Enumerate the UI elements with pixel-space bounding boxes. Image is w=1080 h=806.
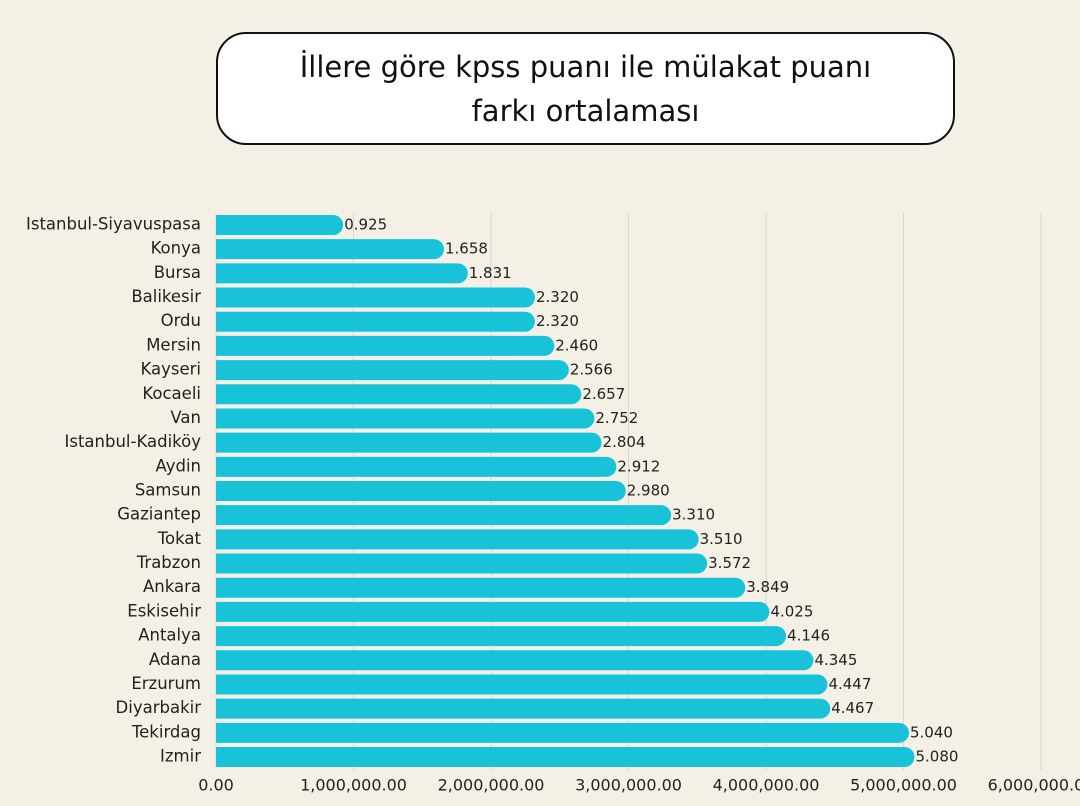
y-tick-label: Kayseri	[140, 360, 201, 379]
x-tick-label: 2,000,000.00	[438, 776, 545, 795]
data-label: 2.320	[536, 288, 579, 306]
y-tick-label: Gaziantep	[117, 505, 201, 524]
bar	[216, 456, 617, 477]
data-label: 2.912	[617, 457, 660, 475]
y-tick-label: Trabzon	[136, 553, 201, 572]
bar	[216, 239, 444, 260]
data-label: 3.510	[700, 530, 743, 548]
bar	[216, 263, 468, 284]
data-label: 2.804	[603, 433, 646, 451]
bar	[216, 577, 746, 598]
y-tick-label: Istanbul-Siyavuspasa	[26, 215, 201, 234]
y-tick-label: Konya	[151, 239, 201, 258]
data-label: 4.025	[770, 602, 813, 620]
bar	[216, 722, 909, 743]
y-tick-label: Eskisehir	[127, 601, 201, 620]
bar	[216, 481, 626, 502]
bar	[216, 626, 787, 647]
y-tick-label: Mersin	[146, 335, 201, 354]
y-tick-label: Adana	[149, 650, 201, 669]
data-label: 2.566	[570, 361, 613, 379]
data-label: 4.146	[787, 627, 830, 645]
y-tick-label: Antalya	[138, 626, 201, 645]
data-label: 5.040	[910, 723, 953, 741]
bar	[216, 505, 672, 526]
y-tick-label: Kocaeli	[142, 384, 201, 403]
bar	[216, 650, 814, 671]
chart-title: İllere göre kpss puanı ile mülakat puanı…	[299, 49, 872, 128]
y-tick-label: Ankara	[143, 577, 201, 596]
bar	[216, 674, 828, 695]
data-label: 4.447	[828, 675, 871, 693]
data-label: 2.320	[536, 312, 579, 330]
x-tick-label: 4,000,000.00	[713, 776, 820, 795]
y-tick-label: Erzurum	[131, 674, 201, 693]
title-box: İllere göre kpss puanı ile mülakat puanı…	[216, 32, 955, 145]
y-tick-label: Istanbul-Kadiköy	[65, 432, 202, 451]
data-label: 2.657	[582, 385, 625, 403]
y-tick-label: Balikesir	[131, 287, 201, 306]
x-tick-label: 3,000,000.00	[575, 776, 682, 795]
data-label: 4.345	[814, 651, 857, 669]
bar	[216, 360, 569, 381]
bar	[216, 408, 595, 429]
bar	[216, 553, 708, 574]
data-label: 2.460	[555, 336, 598, 354]
bar	[216, 311, 535, 332]
bar	[216, 529, 699, 550]
x-tick-label: 5,000,000.00	[850, 776, 957, 795]
data-label: 1.831	[469, 264, 512, 282]
bar	[216, 698, 831, 719]
bar	[216, 601, 770, 622]
y-tick-label: Tekirdag	[131, 722, 201, 741]
data-label: 0.925	[344, 216, 387, 234]
y-tick-label: Izmir	[160, 747, 201, 766]
y-tick-label: Diyarbakir	[116, 698, 202, 717]
y-tick-label: Ordu	[161, 311, 201, 330]
bar	[216, 215, 344, 235]
y-tick-label: Aydin	[156, 456, 201, 475]
bar	[216, 432, 602, 453]
data-label: 3.572	[708, 554, 751, 572]
bar	[216, 335, 555, 356]
data-label: 5.080	[916, 748, 959, 766]
data-label: 1.658	[445, 240, 488, 258]
y-tick-label: Samsun	[135, 481, 201, 500]
y-tick-label: Bursa	[154, 263, 201, 282]
bar	[216, 287, 535, 308]
data-label: 3.849	[746, 578, 789, 596]
x-tick-label: 0.00	[198, 776, 234, 795]
data-label: 2.980	[627, 482, 670, 500]
y-tick-label: Tokat	[157, 529, 202, 548]
x-tick-label: 1,000,000.00	[300, 776, 407, 795]
bar	[216, 384, 582, 405]
y-tick-label: Van	[170, 408, 201, 427]
x-tick-label: 6,000,000.00	[988, 776, 1080, 795]
bar	[216, 747, 915, 767]
data-label: 2.752	[595, 409, 638, 427]
data-label: 3.310	[672, 506, 715, 524]
data-label: 4.467	[831, 699, 874, 717]
